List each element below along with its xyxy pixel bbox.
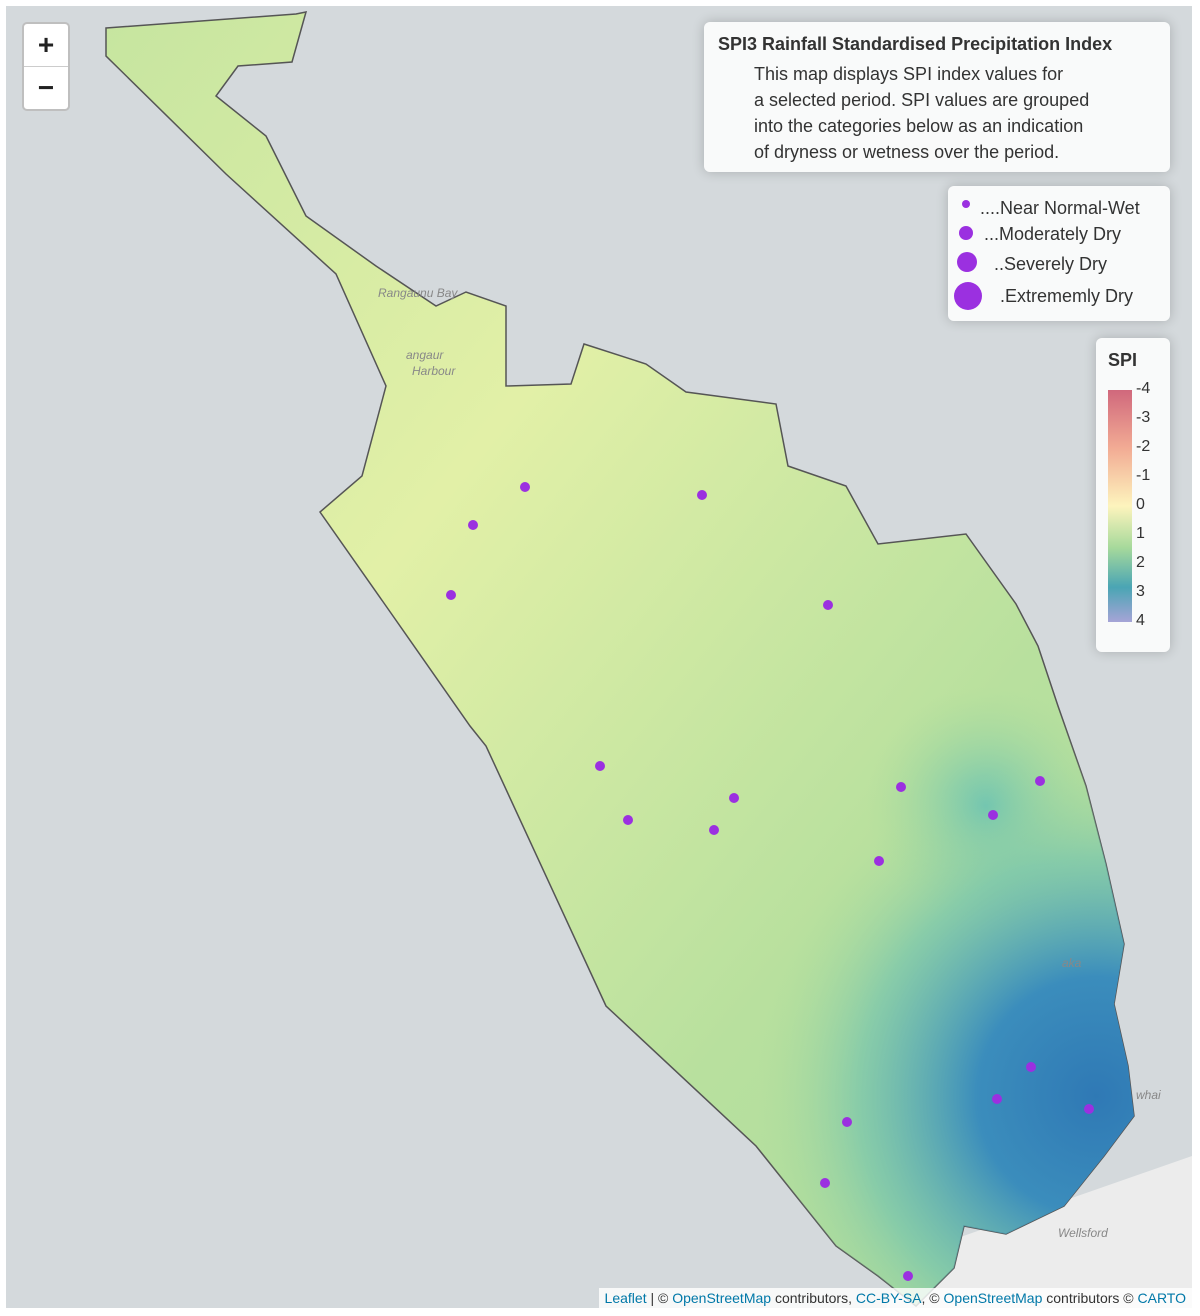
color-legend-label: 1 <box>1136 525 1145 542</box>
link[interactable]: OpenStreetMap <box>672 1290 772 1306</box>
stations <box>446 482 1094 1281</box>
text: , © <box>921 1290 940 1306</box>
color-legend-label: 2 <box>1136 554 1145 571</box>
place-label: whai <box>1136 1088 1161 1102</box>
text: contributors, <box>774 1290 852 1306</box>
color-legend-label: -3 <box>1136 409 1151 426</box>
link[interactable]: OpenStreetMap <box>943 1290 1043 1306</box>
map[interactable]: Rangaunu Bay angaur Harbour aka whai Wel… <box>6 6 1192 1308</box>
info-line: of dryness or wetness over the period. <box>754 142 1060 162</box>
legend-label: ..Severely Dry <box>994 254 1108 274</box>
zoom-control: + − <box>22 22 70 111</box>
info-line: a selected period. SPI values are groupe… <box>754 90 1090 110</box>
size-legend: ....Near Normal-Wet ...Moderately Dry ..… <box>948 186 1170 321</box>
link[interactable]: CC-BY-SA <box>855 1290 922 1306</box>
legend-dot <box>959 226 973 240</box>
zoom-out[interactable]: − <box>24 66 68 109</box>
place-label: Harbour <box>412 364 456 378</box>
legend-label: ...Moderately Dry <box>984 224 1122 244</box>
color-legend-label: -2 <box>1136 438 1151 455</box>
legend-dot <box>954 282 982 310</box>
legend-label: .Extrememly Dry <box>1000 286 1134 306</box>
link[interactable]: Leaflet <box>604 1290 647 1306</box>
info-title: SPI3 Rainfall Standardised Precipitation… <box>718 34 1113 54</box>
info-line: into the categories below as an indicati… <box>754 116 1084 136</box>
place-label: angaur <box>406 348 444 362</box>
color-bar <box>1108 390 1132 622</box>
place-label: aka <box>1062 956 1082 970</box>
color-legend: SPI -4 -3 -2 -1 0 1 2 3 4 <box>1096 338 1170 652</box>
attribution: Leaflet | © OpenStreetMap contributors, … <box>598 1288 1192 1308</box>
info-box: SPI3 Rainfall Standardised Precipitation… <box>704 22 1170 172</box>
zoom-in[interactable]: + <box>37 29 55 60</box>
link[interactable]: CARTO <box>1137 1290 1187 1306</box>
info-line: This map displays SPI index values for <box>754 64 1064 84</box>
place-label: Rangaunu Bay <box>378 286 458 300</box>
legend-dot <box>962 200 970 208</box>
color-legend-label: 3 <box>1136 583 1145 600</box>
place-label: Wellsford <box>1058 1226 1108 1240</box>
text: | © <box>650 1290 669 1306</box>
legend-dot <box>957 252 977 272</box>
legend-title: SPI <box>1108 350 1138 370</box>
text: contributors © <box>1046 1290 1134 1306</box>
land-south <box>886 1156 1192 1308</box>
color-legend-label: -4 <box>1136 380 1151 397</box>
color-legend-label: 0 <box>1136 496 1145 513</box>
legend-label: ....Near Normal-Wet <box>980 198 1140 218</box>
color-legend-label: -1 <box>1136 467 1151 484</box>
color-legend-label: 4 <box>1136 612 1145 629</box>
